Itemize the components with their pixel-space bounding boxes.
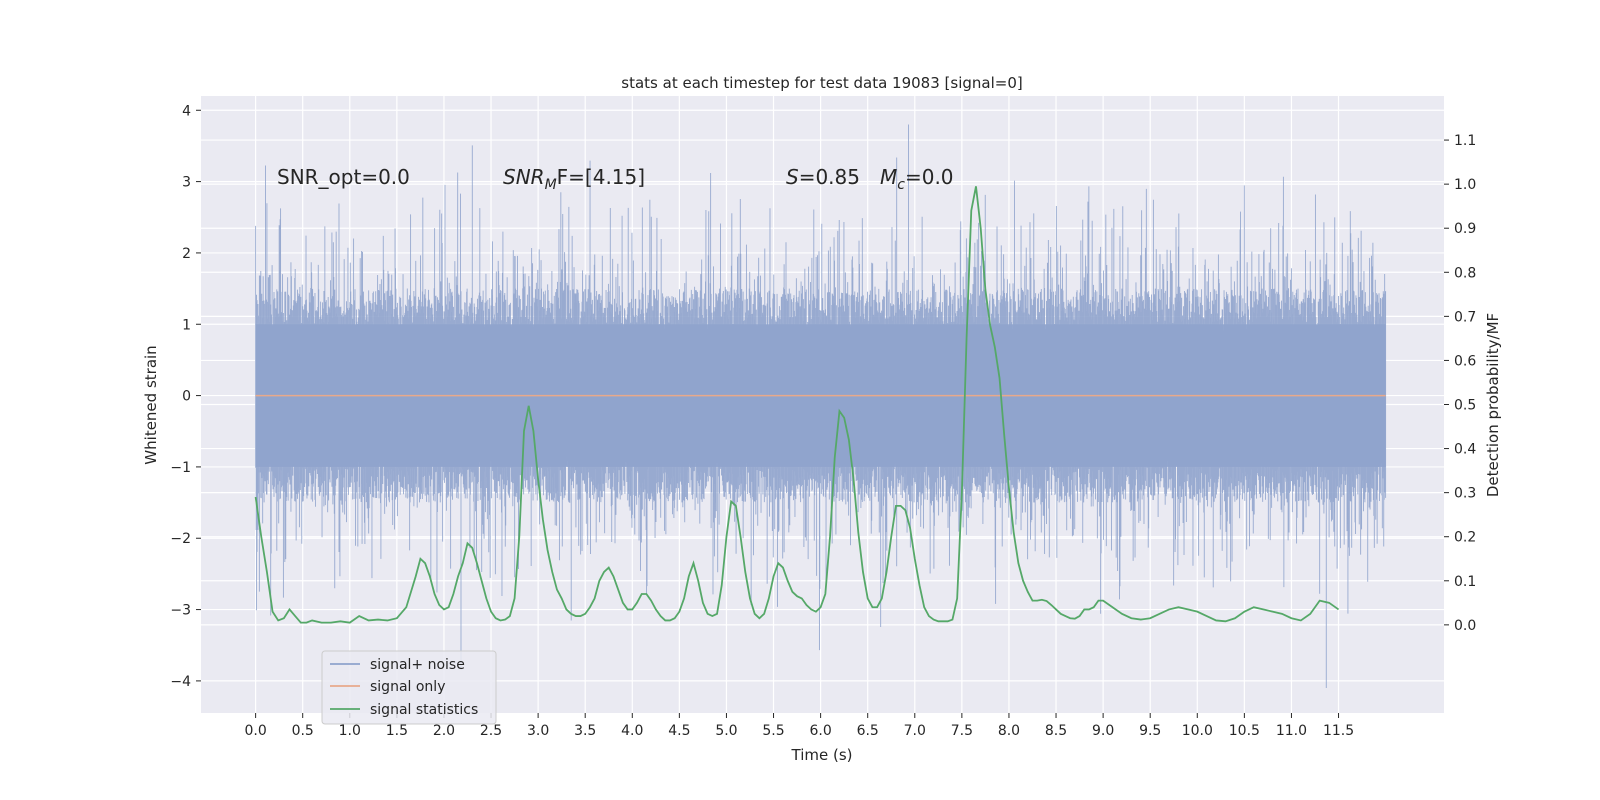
x-tick-label-0: 0.0 bbox=[244, 723, 266, 739]
y-tick-label-8: 4 bbox=[182, 103, 191, 119]
yr-tick-label-9: 0.9 bbox=[1454, 221, 1476, 237]
mc-annotation: Mc=0.0 bbox=[880, 165, 954, 193]
snr-mf-rest: F=[4.15] bbox=[557, 165, 645, 189]
yr-tick-label-0: 0.0 bbox=[1454, 618, 1476, 634]
x-tick-label-19: 9.5 bbox=[1139, 723, 1161, 739]
y-tick-label-4: 0 bbox=[182, 389, 191, 405]
mc-sub: c bbox=[897, 177, 905, 193]
x-tick-label-1: 0.5 bbox=[292, 723, 314, 739]
x-tick-label-4: 2.0 bbox=[433, 723, 455, 739]
x-axis-label: Time (s) bbox=[791, 746, 853, 764]
legend-label-noise: signal+ noise bbox=[370, 657, 465, 673]
y-ticks: −4 −3 −2 −1 0 1 2 3 4 bbox=[170, 103, 201, 690]
legend-box bbox=[321, 650, 497, 725]
x-tick-label-2: 1.0 bbox=[339, 723, 361, 739]
yr-tick-label-3: 0.3 bbox=[1454, 486, 1476, 502]
yr-tick-label-4: 0.4 bbox=[1454, 442, 1476, 458]
y-tick-label-1: −3 bbox=[170, 603, 191, 619]
yr-tick-label-10: 1.0 bbox=[1454, 177, 1476, 193]
x-tick-label-21: 10.5 bbox=[1229, 723, 1260, 739]
legend-label-statistics: signal statistics bbox=[370, 702, 478, 718]
x-tick-label-13: 6.5 bbox=[857, 723, 879, 739]
x-tick-label-9: 4.5 bbox=[668, 723, 690, 739]
x-ticks: 0.0 0.5 1.0 1.5 2.0 2.5 3.0 3.5 4.0 4.5 5.0 5.5 6.0 6… bbox=[244, 713, 1354, 739]
chart-title: stats at each timestep for test data 190… bbox=[621, 74, 1022, 92]
x-tick-label-7: 3.5 bbox=[574, 723, 596, 739]
x-tick-label-12: 6.0 bbox=[809, 723, 831, 739]
x-tick-label-18: 9.0 bbox=[1092, 723, 1114, 739]
yr-tick-label-5: 0.5 bbox=[1454, 398, 1476, 414]
y-tick-label-5: 1 bbox=[182, 317, 191, 333]
x-tick-label-10: 5.0 bbox=[715, 723, 737, 739]
s-annotation: S=0.85 bbox=[786, 165, 860, 189]
snr-mf-sub: M bbox=[545, 177, 557, 193]
x-tick-label-17: 8.5 bbox=[1045, 723, 1067, 739]
mc-rest: =0.0 bbox=[905, 165, 954, 189]
x-tick-label-8: 4.0 bbox=[621, 723, 643, 739]
snr-mf-annotation: SNRMF=[4.15] bbox=[503, 165, 645, 193]
yr-tick-label-7: 0.7 bbox=[1454, 309, 1476, 325]
x-tick-label-14: 7.0 bbox=[904, 723, 926, 739]
s-rest: =0.85 bbox=[799, 165, 860, 189]
y-tick-label-2: −2 bbox=[170, 531, 191, 547]
yr-tick-label-2: 0.2 bbox=[1454, 530, 1476, 546]
x-tick-label-11: 5.5 bbox=[762, 723, 784, 739]
y-tick-label-7: 3 bbox=[182, 175, 191, 191]
s-main: S bbox=[786, 165, 799, 189]
y-tick-label-6: 2 bbox=[182, 246, 191, 262]
x-tick-label-22: 11.0 bbox=[1276, 723, 1307, 739]
x-tick-label-3: 1.5 bbox=[386, 723, 408, 739]
snr-opt-annotation: SNR_opt=0.0 bbox=[277, 165, 410, 189]
y-axis-label: Whitened strain bbox=[142, 345, 160, 464]
yr-tick-label-6: 0.6 bbox=[1454, 353, 1476, 369]
x-tick-label-23: 11.5 bbox=[1323, 723, 1354, 739]
legend: signal+ noise signal only signal statist… bbox=[321, 650, 497, 725]
x-tick-label-6: 3.0 bbox=[527, 723, 549, 739]
yr-tick-label-8: 0.8 bbox=[1454, 265, 1476, 281]
x-tick-label-20: 10.0 bbox=[1182, 723, 1213, 739]
x-tick-label-15: 7.5 bbox=[951, 723, 973, 739]
y-axis-right-label: Detection probability/MF bbox=[1484, 313, 1502, 497]
x-tick-label-5: 2.5 bbox=[480, 723, 502, 739]
snr-mf-main: SNR bbox=[503, 165, 545, 189]
signal-statistics-series bbox=[254, 186, 1340, 624]
legend-label-signal-only: signal only bbox=[370, 679, 445, 695]
mc-main: M bbox=[880, 165, 897, 189]
x-tick-label-16: 8.0 bbox=[998, 723, 1020, 739]
y-tick-label-3: −1 bbox=[170, 460, 191, 476]
yr-tick-label-1: 0.1 bbox=[1454, 574, 1476, 590]
yr-tick-label-11: 1.1 bbox=[1454, 133, 1476, 149]
y-tick-label-0: −4 bbox=[170, 674, 191, 690]
y-ticks-right: 0.0 0.1 0.2 0.3 0.4 0.5 0.6 0.7 0.8 0.9 1.0 1.1 bbox=[1444, 133, 1476, 634]
